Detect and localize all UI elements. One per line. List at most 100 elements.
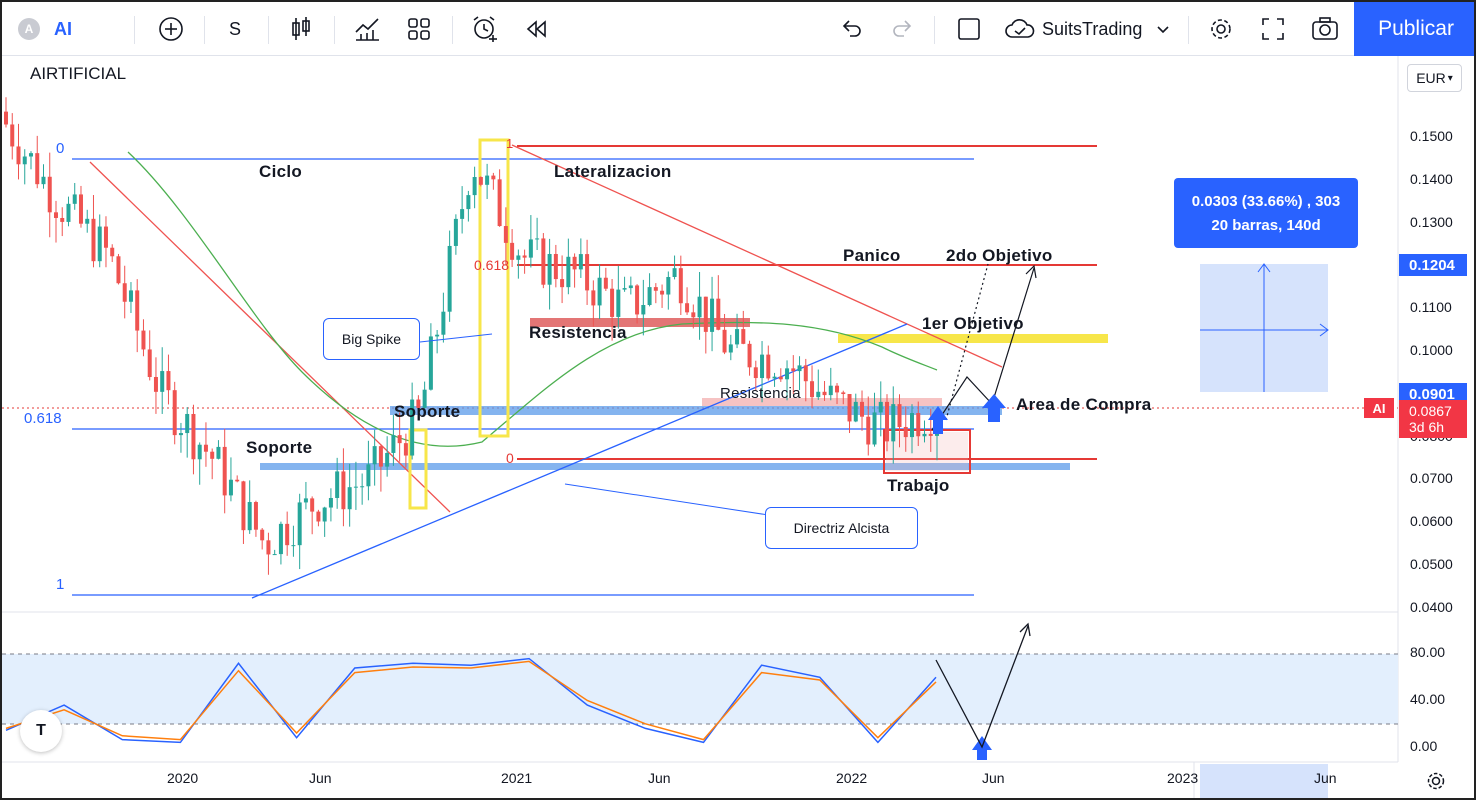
- candle-body: [753, 367, 758, 379]
- time-axis-label: Jun: [648, 770, 671, 786]
- candle-body: [472, 177, 477, 196]
- big-spike-connector: [419, 333, 493, 343]
- gear-icon: [1427, 772, 1445, 790]
- fullscreen-button[interactable]: [1256, 2, 1290, 56]
- candle-body: [785, 368, 790, 380]
- candle-body: [741, 329, 746, 344]
- snapshot-button[interactable]: [1308, 2, 1342, 56]
- candle-body: [335, 471, 340, 498]
- candle-body: [916, 413, 921, 437]
- price-axis-label: 0.1500: [1410, 128, 1453, 144]
- layouts-button[interactable]: [402, 2, 436, 56]
- alert-button[interactable]: [468, 2, 502, 56]
- candle-body: [16, 146, 21, 165]
- candle-body: [72, 194, 77, 204]
- candle-body: [466, 195, 471, 210]
- chart-type-button[interactable]: [284, 2, 318, 56]
- last-price-tag: 0.0901: [1399, 383, 1467, 405]
- label-soporte-lower: Soporte: [246, 438, 313, 457]
- candle-body: [728, 344, 733, 353]
- candle-body: [653, 287, 658, 291]
- candle-body: [735, 329, 740, 345]
- stoch-axis-label: 80.00: [1410, 644, 1446, 660]
- candle-body: [110, 247, 115, 257]
- candle-body: [822, 391, 827, 396]
- undo-button[interactable]: [834, 2, 868, 56]
- candle-body: [722, 329, 727, 353]
- objetivo1-band: [838, 334, 1108, 343]
- currency-select[interactable]: EUR ▾: [1407, 64, 1462, 92]
- candle-body: [553, 253, 558, 280]
- redo-button[interactable]: [886, 2, 920, 56]
- candle-body: [672, 268, 677, 278]
- candle-body: [291, 545, 296, 547]
- candle-body: [322, 507, 327, 522]
- price-axis-label: 0.1300: [1410, 213, 1453, 230]
- publish-button[interactable]: Publicar: [1354, 2, 1474, 56]
- label-trabajo: Trabajo: [887, 476, 950, 495]
- callout-directriz[interactable]: Directriz Alcista: [765, 507, 918, 549]
- candle-body: [153, 377, 158, 392]
- candle-body: [597, 277, 602, 306]
- label-resistencia-lower: Resistencia: [720, 385, 801, 402]
- time-axis-label: Jun: [309, 770, 332, 786]
- candle-body: [478, 177, 483, 185]
- candle-body: [641, 305, 646, 315]
- settings-button[interactable]: [1204, 2, 1238, 56]
- symbol-button[interactable]: AI: [54, 18, 72, 39]
- candle-body: [497, 179, 502, 227]
- label-resistencia-upper: Resistencia: [529, 323, 627, 342]
- tradingview-logo[interactable]: T: [20, 710, 62, 752]
- symbol-avatar[interactable]: A: [14, 2, 44, 56]
- candle-body: [303, 498, 308, 503]
- candle-body: [560, 279, 565, 288]
- candle-body: [378, 446, 383, 467]
- save-layout-button[interactable]: SuitsTrading: [1004, 2, 1180, 56]
- candle-body: [403, 443, 408, 456]
- candle-body: [691, 312, 696, 318]
- candle-body: [810, 381, 815, 398]
- candle-body: [66, 203, 71, 222]
- candle-body: [535, 238, 540, 240]
- stoch-band: [2, 654, 1398, 724]
- account-name: SuitsTrading: [1042, 18, 1143, 39]
- candle-body: [510, 242, 515, 260]
- fullscreen-layout-button[interactable]: [952, 2, 986, 56]
- big-spike-box: [478, 138, 510, 438]
- price-axis-label: 0.0600: [1410, 513, 1453, 530]
- measure-tooltip: 0.0303 (33.66%) , 303 20 barras, 140d: [1174, 178, 1358, 248]
- projection-time-highlight: [1200, 764, 1328, 798]
- candle-body: [585, 254, 590, 291]
- forecast-arrowhead: [1025, 264, 1037, 279]
- candle-body: [185, 413, 190, 434]
- candle-body: [353, 486, 358, 488]
- add-symbol-button[interactable]: [154, 2, 188, 56]
- candle-body: [385, 452, 390, 467]
- current-price: 0.0867: [1409, 403, 1452, 419]
- candle-body: [835, 385, 840, 393]
- price-axis-label: 0.0500: [1410, 556, 1453, 572]
- candle-body: [910, 413, 915, 438]
- callout-big-spike[interactable]: Big Spike: [323, 318, 420, 360]
- interval-button[interactable]: S: [228, 18, 241, 39]
- time-axis-label: 2020: [167, 770, 199, 786]
- candle-body: [28, 153, 33, 157]
- indicators-button[interactable]: [350, 2, 384, 56]
- candle-body: [85, 218, 90, 224]
- candle-body: [422, 389, 427, 408]
- label-soporte-upper: Soporte: [394, 402, 461, 421]
- redo-icon: [893, 20, 912, 37]
- trabajo-box: [883, 429, 971, 474]
- candle-body: [4, 111, 8, 125]
- candle-body: [347, 487, 352, 510]
- forecast-path: [931, 267, 1035, 431]
- axis-settings-button[interactable]: [1422, 767, 1450, 795]
- candle-body: [278, 523, 283, 555]
- candle-body: [841, 392, 846, 395]
- downtrend-line-left: [89, 161, 451, 513]
- candle-body: [860, 401, 865, 417]
- replay-button[interactable]: [520, 2, 554, 56]
- candle-body: [103, 226, 108, 248]
